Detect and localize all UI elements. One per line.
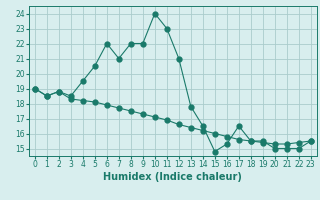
X-axis label: Humidex (Indice chaleur): Humidex (Indice chaleur) <box>103 172 242 182</box>
